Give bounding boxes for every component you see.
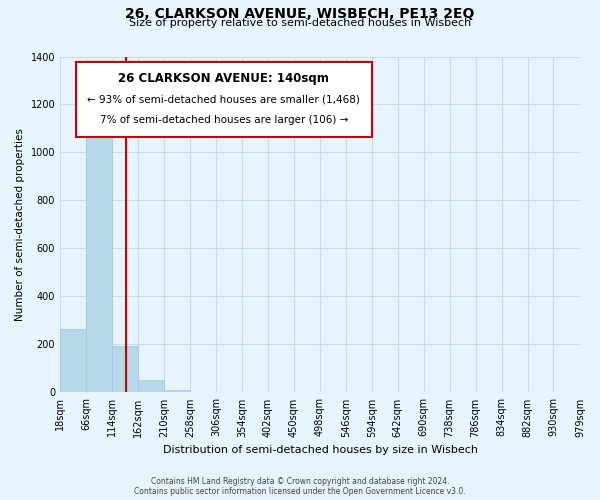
Bar xyxy=(138,380,164,392)
Y-axis label: Number of semi-detached properties: Number of semi-detached properties xyxy=(15,128,25,321)
Bar xyxy=(112,346,138,393)
Text: Size of property relative to semi-detached houses in Wisbech: Size of property relative to semi-detach… xyxy=(129,18,471,28)
Text: Contains HM Land Registry data © Crown copyright and database right 2024.
Contai: Contains HM Land Registry data © Crown c… xyxy=(134,476,466,496)
Text: 7% of semi-detached houses are larger (106) →: 7% of semi-detached houses are larger (1… xyxy=(100,116,348,126)
Bar xyxy=(60,329,86,392)
Bar xyxy=(164,390,190,392)
Bar xyxy=(86,132,112,392)
Text: 26, CLARKSON AVENUE, WISBECH, PE13 2EQ: 26, CLARKSON AVENUE, WISBECH, PE13 2EQ xyxy=(125,8,475,22)
X-axis label: Distribution of semi-detached houses by size in Wisbech: Distribution of semi-detached houses by … xyxy=(163,445,478,455)
Text: ← 93% of semi-detached houses are smaller (1,468): ← 93% of semi-detached houses are smalle… xyxy=(88,94,360,104)
Text: 26 CLARKSON AVENUE: 140sqm: 26 CLARKSON AVENUE: 140sqm xyxy=(118,72,329,85)
